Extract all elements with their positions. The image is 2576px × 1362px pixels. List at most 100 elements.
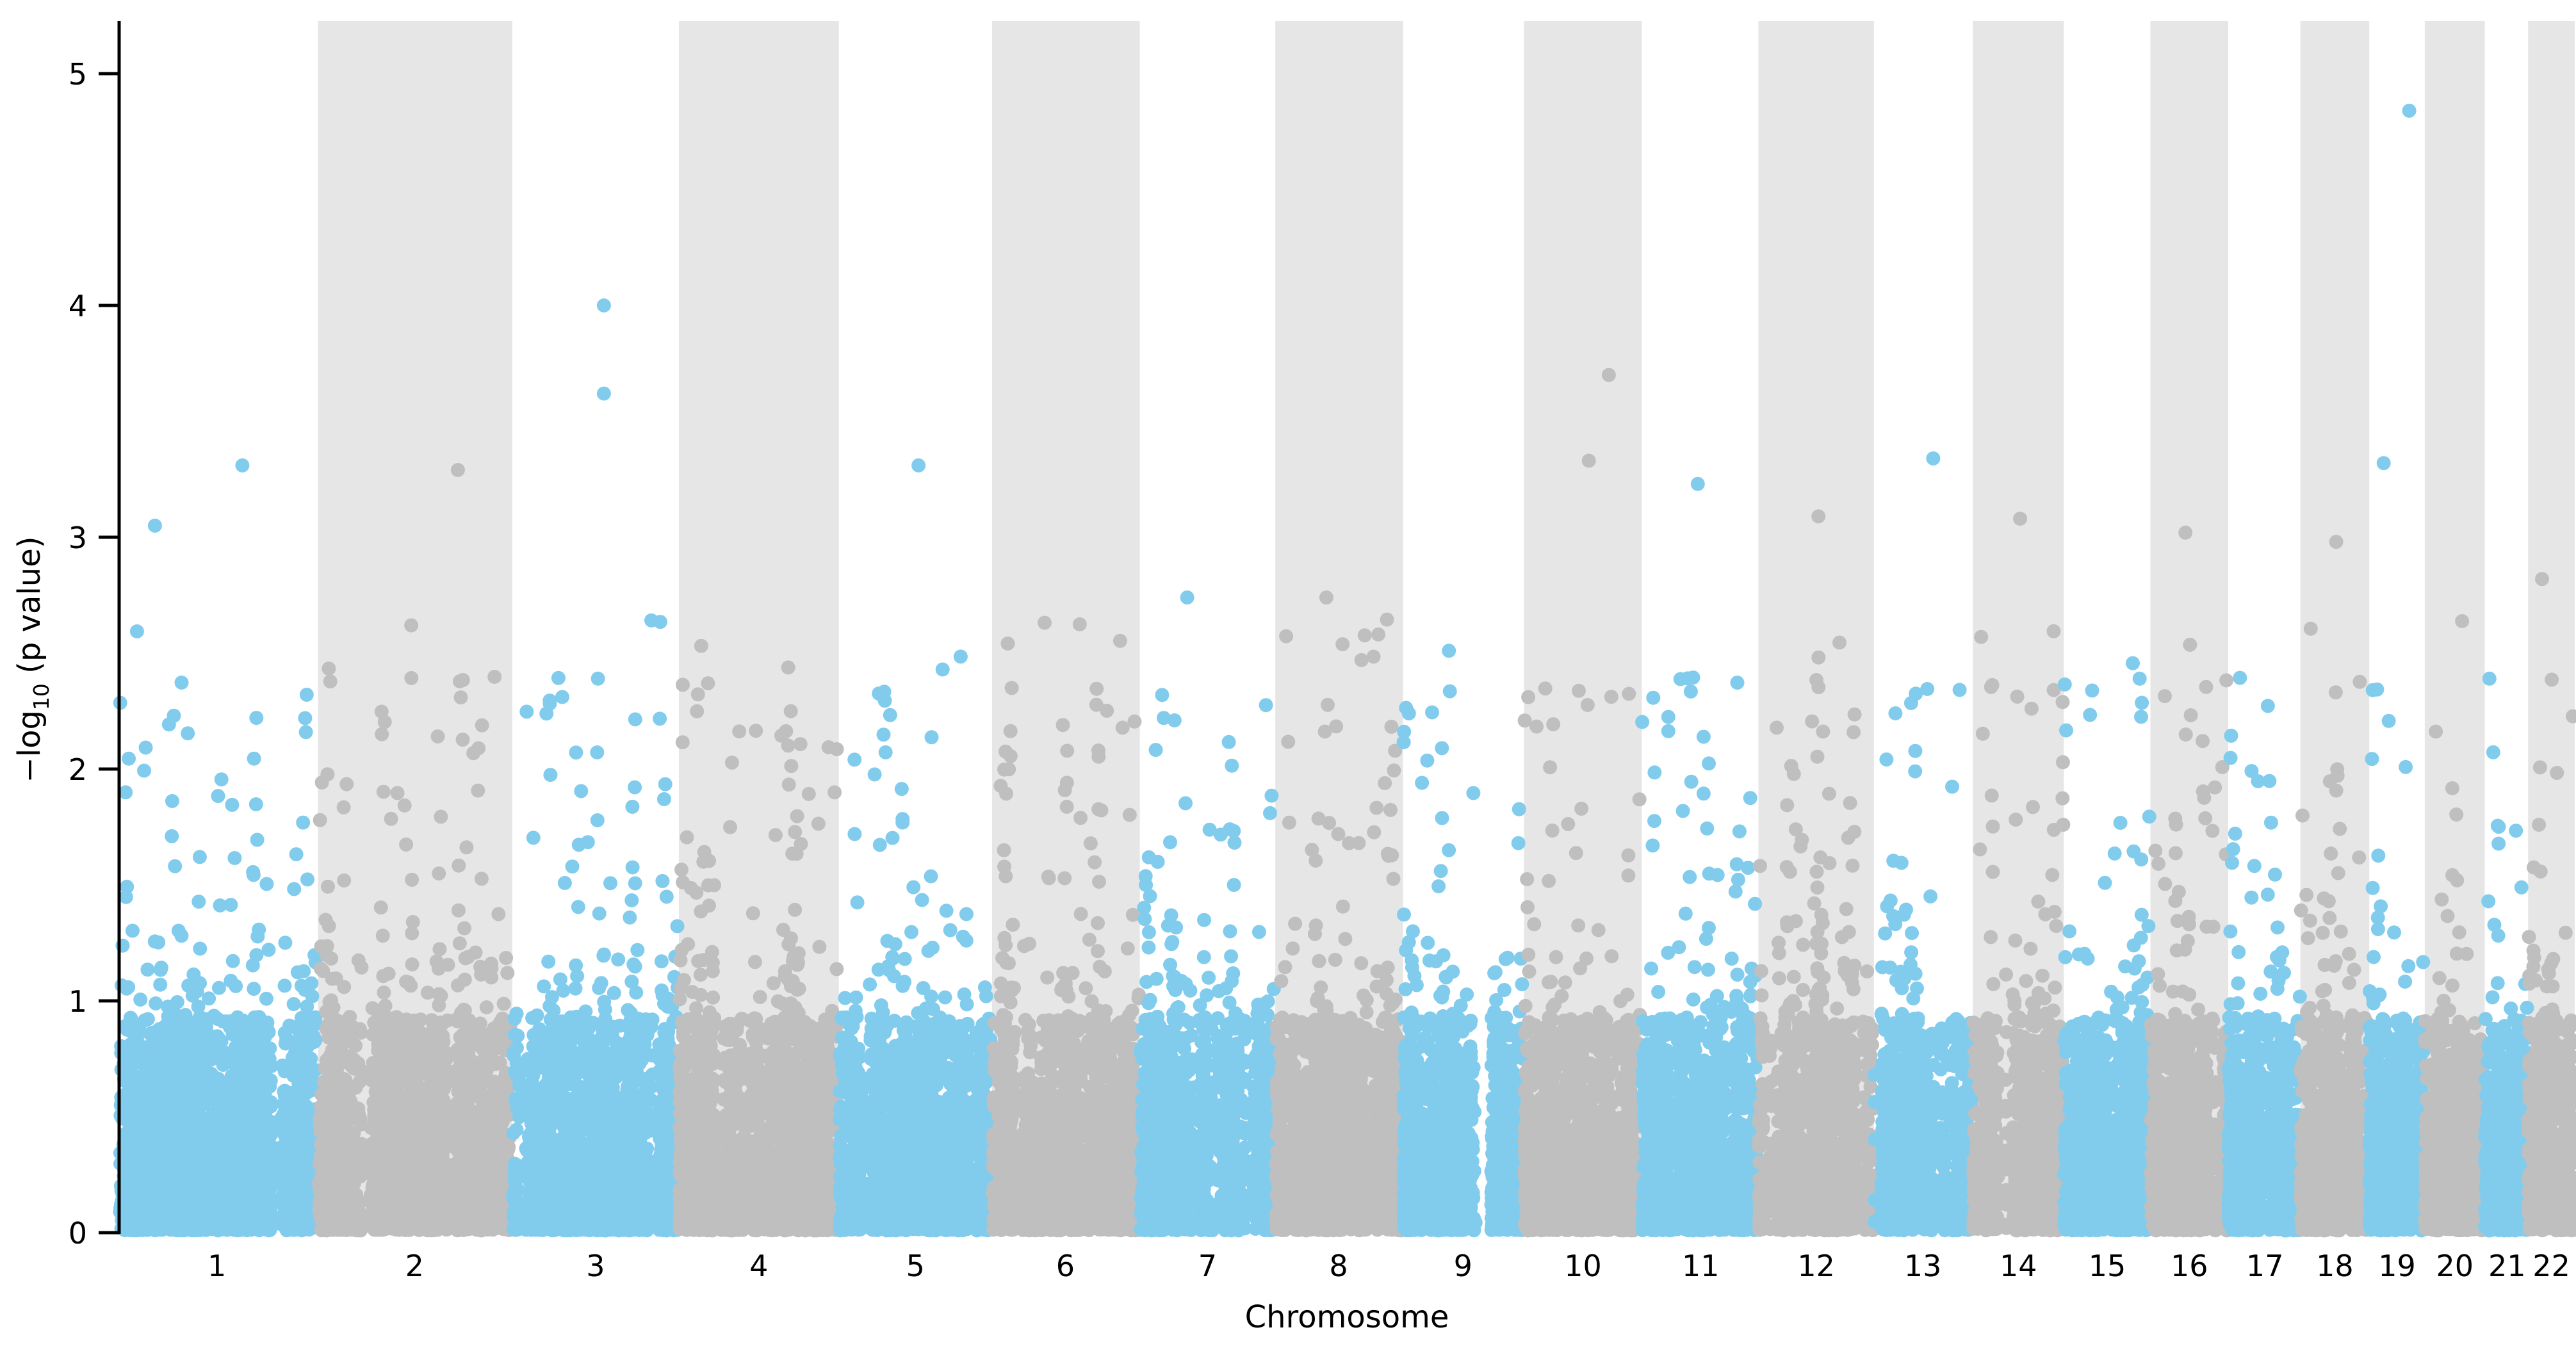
snp-point	[152, 1032, 167, 1046]
snp-point	[211, 789, 225, 803]
snp-point	[420, 1155, 434, 1169]
snp-point	[471, 784, 485, 798]
snp-point	[391, 786, 405, 800]
snp-point	[281, 1196, 295, 1210]
snp-point	[172, 924, 186, 938]
snp-point	[458, 973, 472, 987]
snp-point	[184, 1112, 198, 1126]
snp-point	[186, 989, 200, 1003]
snp-point	[120, 1191, 134, 1205]
snp-point	[188, 1016, 202, 1030]
snp-point	[232, 1214, 246, 1228]
snp-point	[249, 711, 263, 725]
snp-point	[480, 1000, 494, 1014]
snp-point	[213, 1109, 227, 1123]
snp-point	[375, 727, 389, 742]
snp-point	[399, 838, 413, 852]
snp-point	[453, 674, 467, 688]
snp-point	[484, 957, 498, 971]
snp-point	[120, 1085, 135, 1099]
snp-point	[406, 915, 420, 929]
snp-point	[404, 671, 418, 685]
snp-point	[337, 980, 351, 994]
snp-point	[343, 1050, 357, 1064]
snp-point	[337, 800, 351, 815]
snp-point	[247, 982, 261, 996]
snp-point	[197, 1124, 211, 1139]
snp-point	[181, 1038, 195, 1052]
snp-point	[398, 799, 412, 813]
snp-point	[168, 1024, 182, 1038]
snp-point	[286, 1123, 300, 1137]
snp-point	[129, 1110, 143, 1124]
snp-point	[352, 953, 366, 968]
snp-point	[249, 797, 263, 811]
snp-point	[215, 1143, 229, 1157]
snp-point	[452, 904, 466, 918]
snp-point	[215, 772, 229, 786]
snp-point	[287, 882, 301, 896]
snp-point	[405, 957, 420, 971]
snp-point	[177, 1079, 191, 1093]
snp-point	[165, 794, 179, 808]
snp-point	[168, 1222, 183, 1236]
snp-point	[153, 978, 167, 992]
snp-point	[287, 997, 301, 1011]
snp-point	[499, 951, 513, 965]
snp-point	[323, 674, 338, 688]
snp-point	[298, 983, 312, 997]
snp-point	[213, 898, 227, 912]
snp-point	[247, 752, 261, 766]
snp-point	[154, 1049, 168, 1063]
snp-point	[257, 1192, 271, 1206]
snp-point	[226, 954, 240, 968]
snp-point	[193, 942, 207, 956]
snp-point	[205, 1078, 219, 1092]
snp-point	[119, 890, 133, 904]
snp-point	[168, 1151, 182, 1165]
snp-point	[140, 1223, 154, 1237]
snp-point	[228, 1087, 242, 1101]
snp-point	[114, 1046, 128, 1060]
snp-point	[231, 1031, 245, 1045]
snp-point	[192, 895, 206, 909]
snp-point	[250, 833, 265, 847]
snp-point	[390, 1027, 404, 1041]
snp-point	[165, 829, 179, 843]
snp-point	[454, 690, 468, 704]
snp-point	[500, 966, 514, 980]
snp-point	[475, 872, 489, 886]
snp-point	[259, 877, 273, 891]
snp-point	[376, 928, 390, 943]
snp-point	[456, 733, 470, 747]
snp-point	[249, 948, 263, 962]
snp-point	[457, 921, 471, 936]
snp-point	[278, 936, 292, 950]
snp-point	[405, 873, 419, 887]
snp-point	[252, 1124, 266, 1138]
snp-point	[320, 767, 334, 781]
snp-point	[138, 1083, 152, 1098]
snp-point	[337, 873, 351, 888]
snp-point	[431, 729, 445, 743]
snp-point	[484, 971, 498, 985]
manhattan-plot-figure: 012345 1 2 3 4 5 6 7 8 9 10 11 12 13 14 15 16 17 18 19 20 21…	[0, 0, 2576, 1362]
snp-point	[240, 1113, 254, 1127]
snp-point	[193, 1142, 207, 1156]
snp-point	[229, 1167, 243, 1181]
snp-point	[299, 725, 313, 739]
snp-point	[263, 1163, 277, 1178]
snp-point	[441, 958, 455, 972]
snp-point	[434, 810, 448, 824]
snp-point	[300, 872, 314, 886]
snp-point	[282, 1061, 297, 1075]
snp-point	[166, 1165, 180, 1179]
snp-point	[175, 676, 189, 690]
snp-point	[378, 715, 392, 729]
snp-point	[384, 812, 398, 826]
snp-point	[202, 991, 216, 1005]
snp-point	[154, 961, 168, 975]
snp-point	[246, 865, 260, 879]
snp-point	[432, 866, 446, 880]
snp-point	[217, 1198, 231, 1212]
